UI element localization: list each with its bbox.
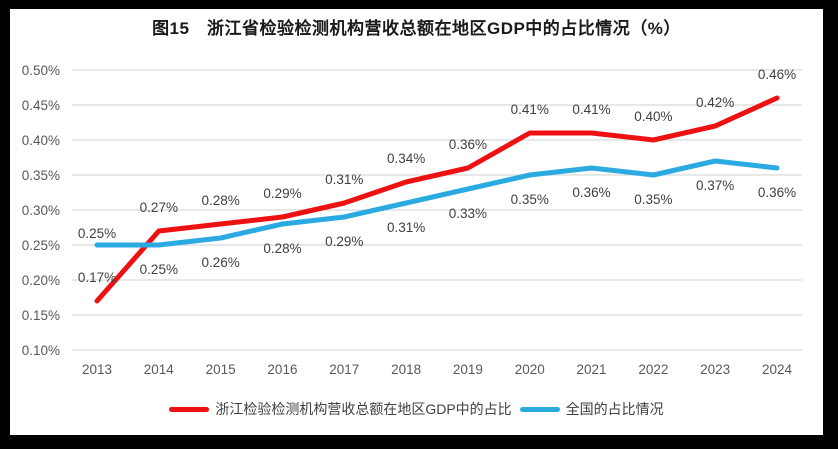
data-label-zhejiang: 0.46% (758, 67, 796, 82)
x-axis-tick-label: 2022 (638, 362, 668, 377)
data-label-zhejiang: 0.42% (696, 95, 734, 110)
data-label-zhejiang: 0.34% (387, 151, 425, 166)
x-axis-tick-label: 2023 (700, 362, 730, 377)
legend-line-swatch-zhejiang (169, 406, 210, 412)
data-label-national: 0.36% (572, 185, 610, 200)
data-label-national: 0.25% (78, 226, 116, 241)
data-label-zhejiang: 0.31% (325, 172, 363, 187)
data-label-zhejiang: 0.17% (78, 270, 116, 285)
series-line-national (94, 158, 780, 248)
series-line-zhejiang (94, 95, 780, 304)
chart-panel: 图15 浙江省检验检测机构营收总额在地区GDP中的占比情况（%） 浙江检验检测机… (10, 9, 823, 435)
data-label-national: 0.37% (696, 178, 734, 193)
x-axis-tick-label: 2018 (391, 362, 421, 377)
y-axis-tick-label: 0.20% (22, 273, 60, 288)
data-label-national: 0.29% (325, 234, 363, 249)
y-axis-tick-label: 0.15% (22, 308, 60, 323)
data-label-national: 0.25% (140, 262, 178, 277)
y-axis-tick-label: 0.35% (22, 168, 60, 183)
x-axis-tick-label: 2017 (329, 362, 359, 377)
chart-title: 图15 浙江省检验检测机构营收总额在地区GDP中的占比情况（%） (152, 19, 681, 38)
legend: 浙江检验检测机构营收总额在地区GDP中的占比 全国的占比情况 (10, 398, 823, 420)
data-label-zhejiang: 0.28% (201, 193, 239, 208)
data-label-national: 0.36% (758, 185, 796, 200)
x-axis-tick-label: 2016 (267, 362, 297, 377)
data-label-national: 0.31% (387, 220, 425, 235)
data-label-zhejiang: 0.41% (511, 102, 549, 117)
legend-item-zhejiang: 浙江检验检测机构营收总额在地区GDP中的占比 (169, 399, 512, 419)
legend-label-national: 全国的占比情况 (565, 401, 664, 417)
data-label-national: 0.35% (511, 192, 549, 207)
data-label-zhejiang: 0.40% (634, 109, 672, 124)
legend-item-national: 全国的占比情况 (519, 399, 664, 419)
legend-label-zhejiang: 浙江检验检测机构营收总额在地区GDP中的占比 (215, 401, 512, 417)
x-axis-tick-label: 2019 (453, 362, 483, 377)
data-label-national: 0.35% (634, 192, 672, 207)
y-axis-tick-label: 0.45% (22, 98, 60, 113)
x-axis-tick-label: 2014 (144, 362, 175, 377)
y-axis-tick-label: 0.10% (22, 343, 60, 358)
data-label-zhejiang: 0.29% (263, 186, 301, 201)
y-axis-tick-label: 0.50% (22, 63, 60, 78)
x-axis-tick-label: 2021 (577, 362, 607, 377)
x-axis-tick-label: 2015 (206, 362, 236, 377)
x-axis-tick-label: 2013 (82, 362, 112, 377)
data-label-zhejiang: 0.27% (140, 200, 178, 215)
data-label-zhejiang: 0.41% (572, 102, 610, 117)
y-axis-tick-label: 0.40% (22, 133, 60, 148)
data-label-national: 0.26% (201, 255, 239, 270)
y-axis-tick-label: 0.30% (22, 203, 60, 218)
y-axis-tick-label: 0.25% (22, 238, 60, 253)
legend-line-swatch-national (519, 406, 560, 412)
data-label-national: 0.33% (449, 206, 487, 221)
x-axis-tick-label: 2024 (762, 362, 793, 377)
data-label-national: 0.28% (263, 241, 301, 256)
data-label-zhejiang: 0.36% (449, 137, 487, 152)
x-axis-tick-label: 2020 (515, 362, 545, 377)
